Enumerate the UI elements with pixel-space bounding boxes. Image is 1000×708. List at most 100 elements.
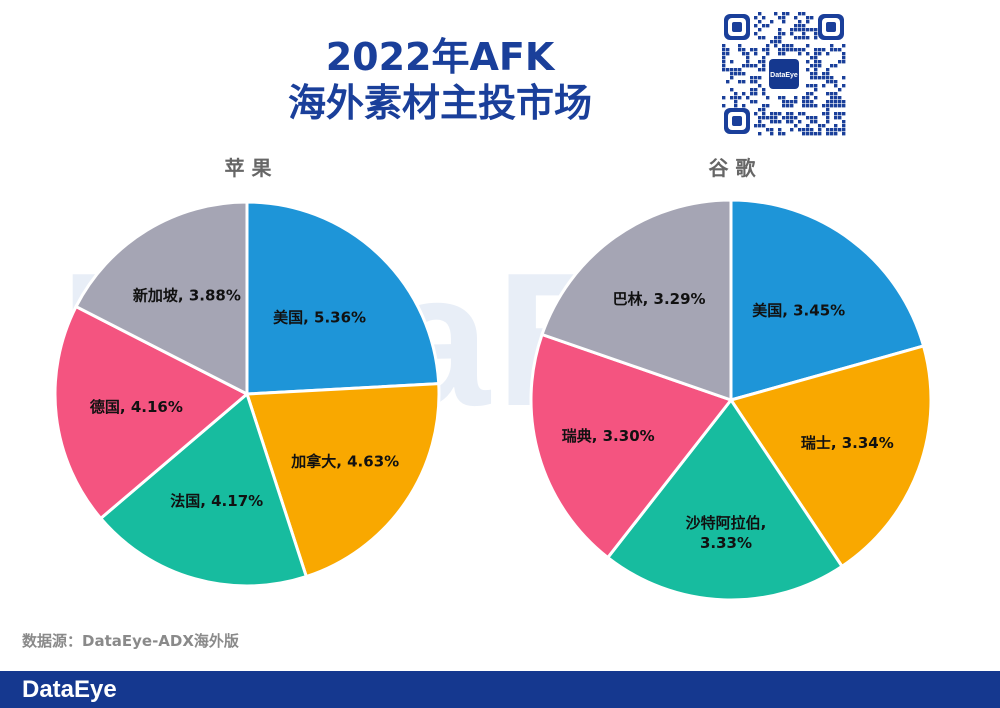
- pie-slice: [245, 200, 441, 396]
- qr-dot: [754, 88, 758, 92]
- qr-dot: [814, 76, 818, 80]
- qr-dot: [742, 48, 746, 52]
- qr-code: DataEye: [722, 12, 846, 136]
- qr-dot: [782, 44, 786, 48]
- qr-dot: [826, 108, 830, 112]
- qr-dot: [830, 92, 834, 96]
- qr-dot: [814, 64, 818, 68]
- qr-dot: [746, 60, 750, 64]
- qr-dot: [814, 96, 818, 100]
- qr-dot: [830, 128, 834, 132]
- qr-dot: [838, 112, 842, 116]
- qr-dot: [778, 120, 782, 124]
- qr-dot: [814, 60, 818, 64]
- pie-slice: [605, 397, 845, 602]
- qr-dot: [830, 64, 834, 68]
- qr-dot: [806, 60, 810, 64]
- qr-dot: [750, 88, 754, 92]
- qr-dot: [818, 124, 822, 128]
- qr-dot: [794, 100, 798, 104]
- qr-dot: [722, 48, 726, 52]
- qr-dot: [730, 60, 734, 64]
- qr-dot: [810, 56, 814, 60]
- qr-dot: [758, 84, 762, 88]
- slice-value: 3.34%: [842, 434, 894, 452]
- qr-dot: [790, 48, 794, 52]
- qr-dot: [830, 80, 834, 84]
- qr-dot: [782, 48, 786, 52]
- qr-dot: [746, 64, 750, 68]
- qr-dot: [826, 132, 830, 136]
- qr-dot: [794, 16, 798, 20]
- qr-dot: [770, 120, 774, 124]
- qr-dot: [722, 104, 726, 108]
- qr-dot: [842, 56, 846, 60]
- qr-dot: [758, 124, 762, 128]
- slice-category: 加拿大,: [290, 452, 347, 470]
- qr-dot: [810, 128, 814, 132]
- qr-dot: [810, 120, 814, 124]
- qr-dot: [770, 116, 774, 120]
- qr-dot: [738, 96, 742, 100]
- qr-dot: [762, 16, 766, 20]
- qr-dot: [782, 20, 786, 24]
- qr-dot: [830, 48, 834, 52]
- qr-dot: [834, 124, 838, 128]
- qr-dot: [810, 76, 814, 80]
- qr-dot: [790, 28, 794, 32]
- slice-value: 3.45%: [793, 302, 845, 320]
- qr-dot: [778, 36, 782, 40]
- qr-dot: [818, 60, 822, 64]
- qr-dot: [750, 76, 754, 80]
- qr-dot: [770, 40, 774, 44]
- qr-dot: [766, 24, 770, 28]
- slice-value: 3.88%: [189, 287, 241, 305]
- qr-dot: [762, 116, 766, 120]
- qr-dot: [770, 112, 774, 116]
- qr-dot: [750, 64, 754, 68]
- qr-dot: [814, 84, 818, 88]
- qr-dot: [754, 80, 758, 84]
- qr-dot: [782, 12, 786, 16]
- qr-dot: [794, 48, 798, 52]
- qr-dot: [786, 44, 790, 48]
- slice-value: 3.30%: [603, 427, 655, 445]
- qr-dot: [754, 76, 758, 80]
- qr-dot: [762, 24, 766, 28]
- qr-dot: [842, 132, 846, 136]
- qr-dot: [810, 104, 814, 108]
- qr-dot: [770, 128, 774, 132]
- qr-dot: [762, 124, 766, 128]
- qr-dot: [742, 64, 746, 68]
- slice-category: 美国,: [273, 308, 314, 326]
- qr-dot: [758, 76, 762, 80]
- qr-dot: [730, 68, 734, 72]
- chart-title-line2: 海外素材主投市场: [287, 81, 592, 125]
- slice-label: 巴林, 3.29%: [613, 290, 706, 308]
- google-chart-title: 谷 歌: [708, 156, 756, 180]
- qr-dot: [814, 56, 818, 60]
- qr-dot: [838, 128, 842, 132]
- qr-dot: [778, 128, 782, 132]
- qr-dot: [778, 32, 782, 36]
- qr-dot: [814, 116, 818, 120]
- qr-dot: [782, 16, 786, 20]
- apple-pie: 美国, 5.36% 加拿大, 4.63% 法国, 4.17% 德国, 4.16% 新加坡…: [53, 200, 441, 588]
- slice-label: 加拿大, 4.63%: [290, 452, 399, 470]
- qr-dot: [746, 56, 750, 60]
- qr-dot: [822, 112, 826, 116]
- qr-dot: [806, 44, 810, 48]
- qr-dot: [834, 80, 838, 84]
- qr-dot: [802, 48, 806, 52]
- qr-dot: [842, 124, 846, 128]
- qr-dot: [778, 28, 782, 32]
- qr-dot: [834, 104, 838, 108]
- qr-dot: [806, 36, 810, 40]
- qr-dot: [726, 80, 730, 84]
- qr-dot: [754, 32, 758, 36]
- qr-dot: [786, 48, 790, 52]
- qr-dot: [798, 20, 802, 24]
- qr-dot: [794, 28, 798, 32]
- qr-dot: [722, 44, 726, 48]
